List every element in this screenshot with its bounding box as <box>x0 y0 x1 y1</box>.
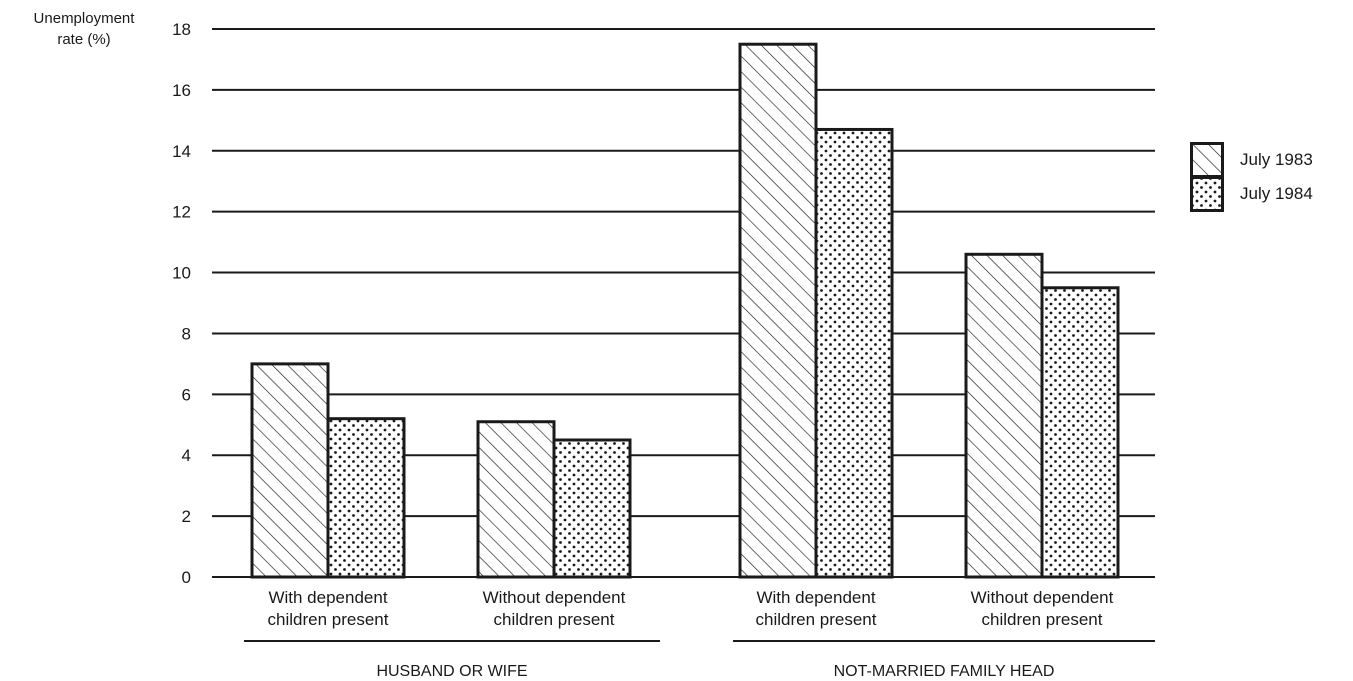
x-category-label: With dependent children present <box>756 588 877 629</box>
legend-item-july-1983: July 1983 <box>1190 142 1313 178</box>
y-tick-label: 16 <box>172 81 191 100</box>
bar-dots-1 <box>552 438 632 579</box>
y-tick-label: 0 <box>182 568 191 587</box>
y-tick-label: 8 <box>182 324 191 343</box>
bar-hatch-3 <box>964 252 1044 579</box>
legend-item-july-1984: July 1984 <box>1190 176 1313 212</box>
y-tick-label: 10 <box>172 264 191 283</box>
bar-hatch-0 <box>250 362 330 579</box>
x-category-label: Without dependent children present <box>971 588 1114 629</box>
y-axis-label: Unemployment rate (%) <box>33 10 135 48</box>
legend-label: July 1984 <box>1240 184 1313 203</box>
legend-swatch-hatch <box>1190 142 1224 178</box>
bar-dots-2 <box>814 127 894 579</box>
bar-dots-0 <box>326 417 406 579</box>
y-tick-label: 2 <box>182 507 191 526</box>
y-tick-label: 6 <box>182 385 191 404</box>
x-category-label: With dependent children present <box>268 588 389 629</box>
bar-hatch-1 <box>476 420 556 579</box>
x-category-label: Without dependent children present <box>483 588 626 629</box>
y-tick-label: 12 <box>172 203 191 222</box>
y-tick-label: 14 <box>172 142 191 161</box>
group-label: HUSBAND OR WIFE <box>376 663 527 680</box>
bar-hatch-2 <box>738 42 818 579</box>
group-label: NOT-MARRIED FAMILY HEAD <box>834 663 1055 680</box>
y-tick-label: 4 <box>182 446 191 465</box>
bar-dots-3 <box>1040 286 1120 579</box>
legend-swatch-dots <box>1190 176 1224 212</box>
y-tick-label: 18 <box>172 20 191 39</box>
legend-label: July 1983 <box>1240 150 1313 169</box>
